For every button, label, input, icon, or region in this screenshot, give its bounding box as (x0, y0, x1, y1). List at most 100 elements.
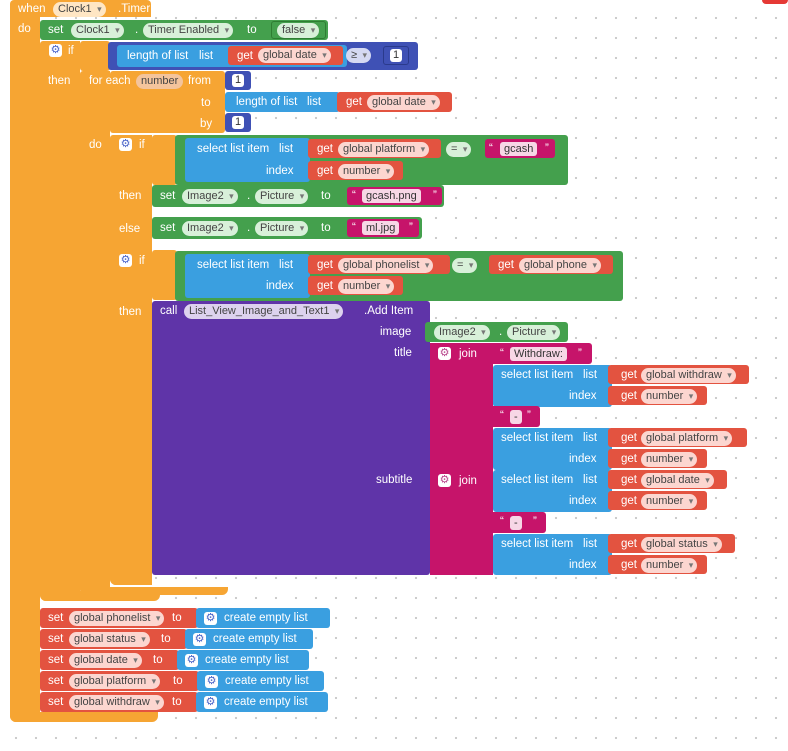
global-withdraw-dropdown[interactable]: global withdraw (641, 368, 736, 383)
get-label: get (237, 50, 253, 62)
get-platform-label: get (317, 143, 333, 155)
timer-property-dropdown[interactable]: Timer Enabled (143, 23, 234, 38)
create-list-gear-icon[interactable]: ⚙ (204, 696, 217, 709)
select-list-item-platform-block[interactable] (185, 138, 310, 182)
if-mutator-gear-icon[interactable]: ⚙ (49, 44, 62, 57)
global-date-dropdown[interactable]: global date (258, 48, 331, 63)
create-list-gear-icon[interactable]: ⚙ (204, 612, 217, 625)
for-list-label: list (307, 96, 322, 108)
select-status-block[interactable] (493, 534, 612, 575)
reset-set-label: set (48, 633, 64, 645)
number-phone-dropdown[interactable]: number (338, 279, 395, 294)
from-number-value[interactable]: 1 (232, 74, 245, 87)
by-number-value[interactable]: 1 (232, 116, 245, 129)
then-close-quote-icon: ” (433, 190, 437, 202)
loop-variable-field[interactable]: number (136, 74, 184, 89)
global-status-dropdown[interactable]: global status (641, 537, 722, 552)
global-platform-title-dropdown[interactable]: global platform (641, 431, 733, 446)
title-join-gear-icon[interactable]: ⚙ (438, 347, 451, 360)
getter-picture-property-dropdown[interactable]: Picture (507, 325, 561, 340)
reset-variable-dropdown[interactable]: global date (69, 653, 142, 668)
select-list-item-label: select list item (197, 143, 270, 155)
number-status-dropdown[interactable]: number (641, 558, 698, 573)
for-each-bottom (80, 587, 228, 595)
for-length-of-list-block[interactable] (225, 92, 340, 112)
number-dropdown[interactable]: number (338, 164, 395, 179)
create-empty-list-block[interactable] (196, 608, 330, 628)
withdraw-string-value[interactable]: Withdraw: (510, 347, 567, 361)
select-withdraw-index-label: index (569, 390, 597, 402)
compare-operator-dropdown[interactable]: ≥ (346, 48, 372, 63)
subtitle-join-block[interactable] (430, 470, 493, 575)
for-global-date-dropdown[interactable]: global date (367, 95, 440, 110)
global-date-sub-dropdown[interactable]: global date (641, 473, 714, 488)
select-list-item-phone-block[interactable] (185, 254, 310, 298)
event-bottom-bar (10, 712, 158, 722)
ml-jpg-value[interactable]: ml.jpg (362, 221, 400, 235)
false-dropdown[interactable]: false (277, 23, 320, 38)
getter-image-component-dropdown[interactable]: Image2 (434, 325, 490, 340)
get-phone-label: get (498, 259, 514, 271)
list-label: list (199, 50, 214, 62)
dash-string-value-1[interactable]: - (510, 410, 522, 424)
select-date-block[interactable] (493, 470, 612, 512)
then-to-label: to (321, 190, 331, 202)
then-picture-property-dropdown[interactable]: Picture (255, 189, 309, 204)
phone-equals-operator-dropdown[interactable]: = (452, 258, 478, 273)
select-platform-title-block[interactable] (493, 428, 612, 470)
create-empty-list-block[interactable] (185, 629, 313, 649)
create-empty-list-block[interactable] (197, 671, 324, 691)
gcash-string-value[interactable]: gcash (500, 142, 538, 156)
get-phonelist-label: get (317, 259, 333, 271)
close-quote-icon: ” (545, 143, 549, 155)
if3-mutator-gear-icon[interactable]: ⚙ (119, 254, 132, 267)
create-list-gear-icon[interactable]: ⚙ (193, 633, 206, 646)
reset-variable-dropdown[interactable]: global withdraw (69, 695, 164, 710)
number-withdraw-dropdown[interactable]: number (641, 389, 698, 404)
create-list-gear-icon[interactable]: ⚙ (185, 654, 198, 667)
workspace-warning-tab[interactable] (762, 0, 788, 4)
reset-variable-dropdown[interactable]: global platform (69, 674, 161, 689)
number-date-dropdown[interactable]: number (641, 494, 698, 509)
select-withdraw-label: select list item (501, 369, 574, 381)
then-image-component-dropdown[interactable]: Image2 (182, 189, 238, 204)
global-phone-dropdown[interactable]: global phone (519, 258, 602, 273)
reset-variable-dropdown[interactable]: global status (69, 632, 150, 647)
reset-variable-dropdown[interactable]: global phonelist (69, 611, 165, 626)
clock-component-dropdown[interactable]: Clock1 (53, 2, 106, 17)
select-date-list-label: list (583, 474, 598, 486)
if-else-block[interactable] (110, 135, 152, 585)
get-number-date-label: get (621, 495, 637, 507)
dash-string-value-2[interactable]: - (510, 516, 522, 530)
listview-component-dropdown[interactable]: List_View_Image_and_Text1 (184, 304, 344, 319)
when-label: when (18, 3, 46, 15)
else-picture-property-dropdown[interactable]: Picture (255, 221, 309, 236)
equals-operator-dropdown[interactable]: = (446, 142, 472, 157)
create-list-gear-icon[interactable]: ⚙ (205, 675, 218, 688)
select-phone-index-label: index (266, 280, 294, 292)
if-count-block[interactable] (40, 41, 80, 601)
withdraw-open-quote-icon: “ (500, 348, 504, 360)
for-each-block[interactable] (80, 71, 110, 595)
for-get-label: get (346, 96, 362, 108)
else-to-label: to (321, 222, 331, 234)
title-join-block[interactable] (430, 343, 493, 470)
global-platform-dropdown[interactable]: global platform (338, 142, 430, 157)
select-withdraw-block[interactable] (493, 365, 612, 407)
global-phonelist-dropdown[interactable]: global phonelist (338, 258, 434, 273)
create-empty-list-label: create empty list (205, 654, 289, 666)
if2-mutator-gear-icon[interactable]: ⚙ (119, 138, 132, 151)
gcash-png-value[interactable]: gcash.png (362, 189, 421, 203)
else-image-component-dropdown[interactable]: Image2 (182, 221, 238, 236)
subtitle-join-gear-icon[interactable]: ⚙ (438, 474, 451, 487)
get-date-sub-label: get (621, 474, 637, 486)
create-empty-list-block[interactable] (196, 692, 328, 712)
if2-then-label: then (119, 190, 142, 202)
reset-to-label: to (153, 654, 163, 666)
create-empty-list-block[interactable] (177, 650, 309, 670)
timer-component-dropdown[interactable]: Clock1 (71, 23, 124, 38)
number-one-value[interactable]: 1 (390, 49, 403, 62)
call-add-item-block[interactable] (152, 301, 430, 575)
number-title-dropdown[interactable]: number (641, 452, 698, 467)
image-param-label: image (380, 326, 412, 338)
